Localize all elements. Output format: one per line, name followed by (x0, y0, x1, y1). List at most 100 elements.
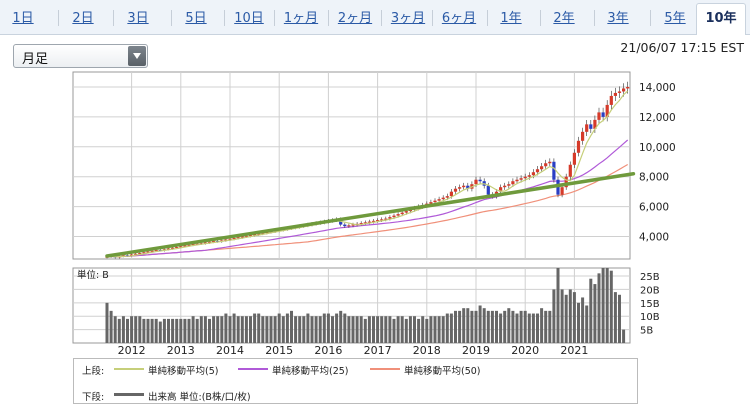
volume-tick-label: 10B (640, 312, 660, 323)
candle-body (433, 200, 437, 203)
tab-period-8[interactable]: 6ヶ月 (441, 11, 477, 26)
volume-bar (175, 318, 179, 343)
candle-body (388, 217, 392, 219)
volume-bar (322, 313, 326, 343)
tab-period-0[interactable]: 1日 (12, 11, 34, 26)
tab-period-7[interactable]: 3ヶ月 (390, 11, 426, 26)
candle-body (622, 88, 626, 92)
x-tick-label: 2013 (167, 344, 195, 357)
volume-bar (458, 310, 462, 343)
volume-bar (531, 313, 535, 343)
volume-bar (572, 292, 576, 343)
volume-bar (158, 321, 162, 343)
volume-bar (597, 273, 601, 343)
candle-body (527, 175, 531, 177)
candle-period-dropdown[interactable]: 月足 (13, 44, 148, 68)
chevron-down-icon[interactable] (128, 46, 146, 66)
x-tick-label: 2021 (560, 344, 588, 357)
tab-period-2[interactable]: 3日 (127, 11, 149, 26)
x-tick-label: 2020 (511, 344, 539, 357)
x-tick-label: 2019 (462, 344, 490, 357)
tab-separator (594, 10, 595, 26)
volume-bar (527, 313, 531, 343)
candle-body (437, 199, 441, 201)
volume-bar (404, 318, 408, 343)
candle-body (212, 241, 216, 243)
volume-bar (585, 305, 589, 343)
candle-body (392, 215, 396, 218)
volume-bar (359, 316, 363, 343)
candle-body (134, 253, 138, 255)
volume-tick-label: 20B (640, 285, 660, 296)
volume-bar (499, 313, 503, 343)
volume-bar (187, 318, 191, 343)
tab-period-9[interactable]: 1年 (500, 11, 522, 26)
candle-body (224, 239, 228, 241)
volume-bar (220, 316, 224, 343)
volume-bar (167, 318, 170, 343)
legend-ma5-swatch (114, 368, 144, 370)
volume-bar (507, 308, 511, 343)
volume-bar (179, 318, 183, 343)
candle-body (626, 86, 630, 89)
tab-period-6[interactable]: 2ヶ月 (337, 11, 373, 26)
candle-body (130, 254, 134, 256)
candle-body (531, 172, 535, 176)
candle-body (593, 119, 597, 129)
volume-bar (601, 268, 605, 343)
price-tick-label: 8,000 (639, 172, 669, 184)
candle-body (478, 179, 482, 182)
candle-body (187, 244, 191, 246)
tab-period-5[interactable]: 1ヶ月 (283, 11, 319, 26)
candle-body (380, 219, 384, 221)
tab-period-10[interactable]: 2年 (553, 11, 575, 26)
candle-body (499, 187, 503, 192)
volume-bar (367, 316, 371, 343)
candle-body (552, 161, 556, 180)
volume-bar (236, 316, 240, 343)
volume-bar (203, 316, 207, 343)
candle-body (474, 179, 478, 185)
tab-period-13[interactable]: 10年 (696, 3, 746, 35)
ma25-line (106, 139, 629, 258)
candle-body (396, 214, 400, 216)
volume-bar (269, 316, 273, 343)
volume-bar (482, 308, 486, 343)
volume-tick-label: 15B (640, 299, 660, 310)
volume-bar (540, 308, 544, 343)
candle-body (576, 140, 581, 153)
tab-period-4[interactable]: 10日 (234, 11, 264, 26)
volume-bar (400, 316, 404, 343)
volume-bar (536, 313, 539, 343)
candle-body (384, 218, 388, 220)
candle-body (511, 181, 515, 185)
volume-bar (454, 310, 457, 343)
candle-body (589, 124, 593, 129)
tab-period-3[interactable]: 5日 (185, 11, 207, 26)
volume-bar (142, 318, 146, 343)
candle-body (400, 212, 404, 215)
volume-bar (335, 313, 339, 343)
tab-period-12[interactable]: 5年 (664, 11, 686, 26)
legend-lower-label: 下段: (82, 392, 105, 403)
volume-bar (171, 318, 175, 343)
volume-bar (495, 310, 498, 343)
volume-bar (154, 318, 158, 343)
tab-separator (274, 10, 275, 26)
volume-bar (343, 313, 347, 343)
volume-bar (121, 316, 125, 343)
candle-body (507, 184, 511, 186)
x-tick-label: 2018 (413, 344, 441, 357)
volume-bar (191, 316, 195, 343)
volume-bar (355, 316, 359, 343)
volume-bar (195, 318, 199, 343)
volume-bar (589, 278, 593, 343)
tab-period-1[interactable]: 2日 (72, 11, 94, 26)
volume-bar (556, 268, 560, 343)
tab-period-11[interactable]: 3年 (607, 11, 629, 26)
volume-bar (306, 313, 310, 343)
volume-bar (326, 313, 330, 343)
volume-bar (408, 316, 412, 343)
candle-body (458, 187, 462, 189)
